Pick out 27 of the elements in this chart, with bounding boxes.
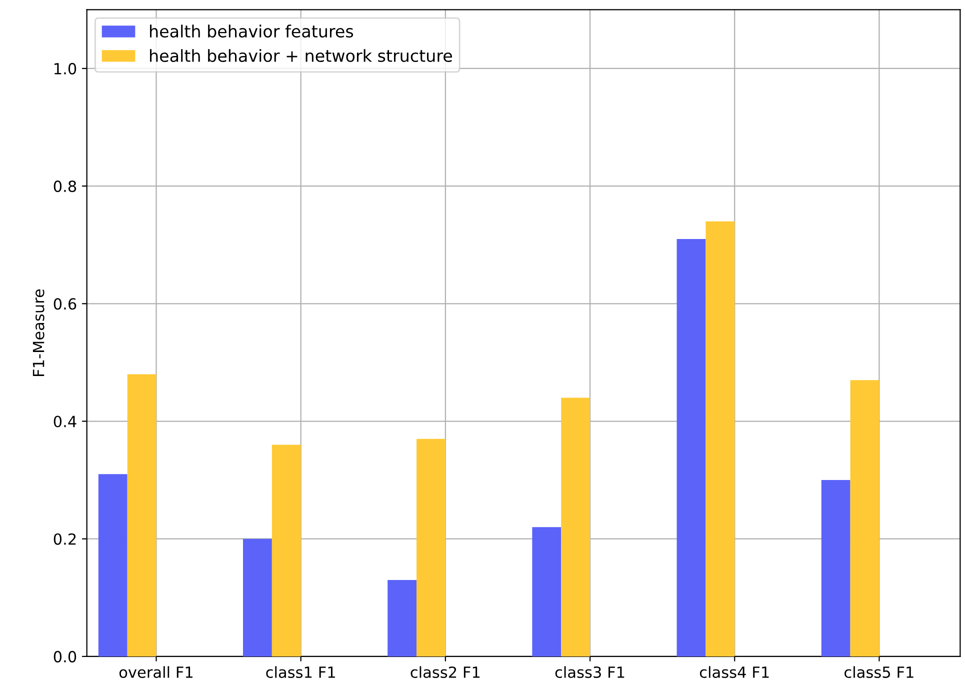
x-tick-label: class5 F1 (844, 666, 914, 678)
y-axis-title: F1-Measure (32, 289, 44, 376)
bar (416, 438, 446, 656)
y-tick-label: 0.6 (54, 298, 76, 310)
x-tick-label: class1 F1 (266, 666, 335, 678)
bar (561, 398, 590, 656)
y-tick-label: 0.0 (54, 650, 76, 662)
y-tick-label: 0.8 (54, 180, 76, 192)
legend-label: health behavior + network structure (150, 49, 452, 62)
bar (706, 221, 735, 656)
x-tick-label: class4 F1 (700, 666, 769, 678)
legend-label: health behavior features (150, 24, 354, 38)
bar (243, 538, 272, 656)
bar (127, 374, 156, 656)
bar (821, 480, 850, 656)
y-tick-label: 0.2 (54, 533, 76, 545)
x-tick-label: overall F1 (119, 666, 192, 678)
bar (98, 474, 128, 656)
y-tick-label: 1.0 (54, 62, 76, 74)
x-tick-label: class3 F1 (555, 666, 624, 678)
bar (676, 238, 706, 656)
x-tick-label: class2 F1 (410, 666, 480, 678)
bar (850, 380, 880, 656)
bar (532, 527, 562, 656)
bar (272, 444, 301, 656)
y-tick-label: 0.4 (54, 416, 76, 428)
bar (388, 580, 417, 656)
